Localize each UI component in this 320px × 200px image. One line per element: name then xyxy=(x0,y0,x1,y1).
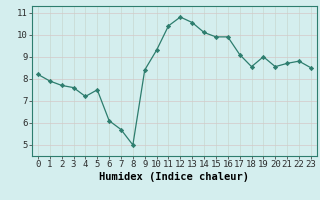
X-axis label: Humidex (Indice chaleur): Humidex (Indice chaleur) xyxy=(100,172,249,182)
